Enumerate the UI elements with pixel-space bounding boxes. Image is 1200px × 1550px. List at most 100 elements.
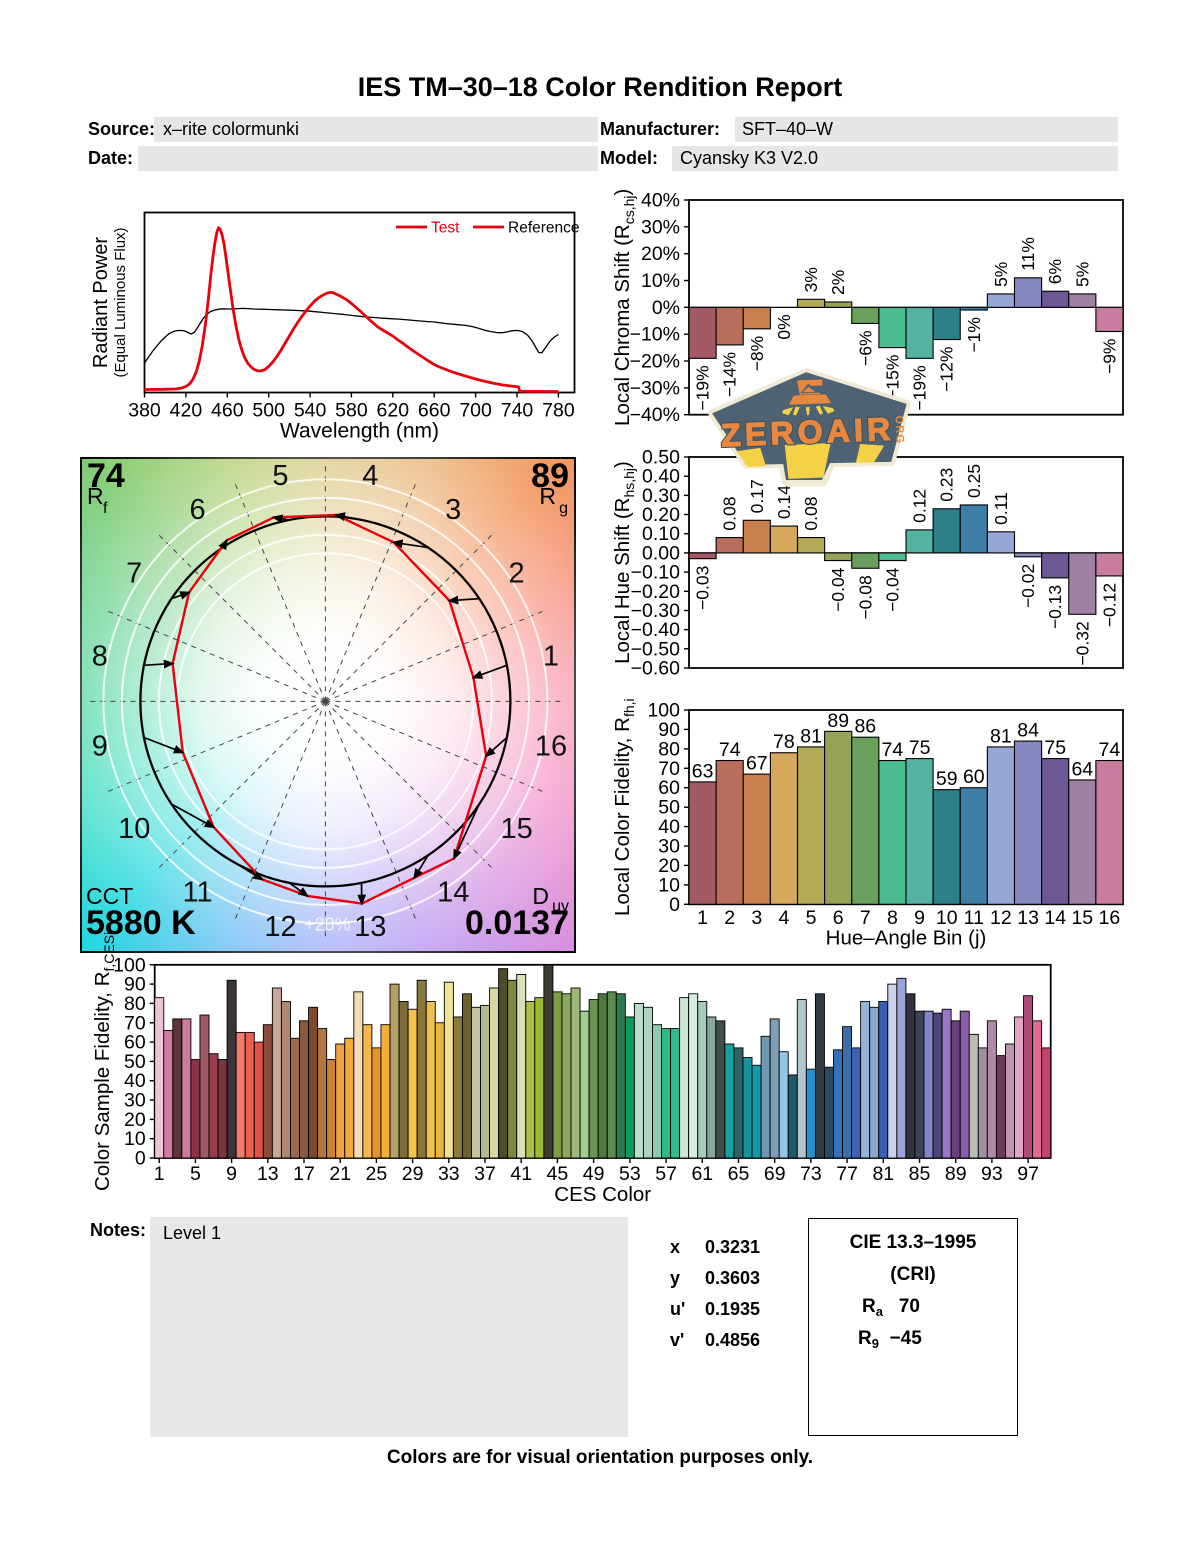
svg-text:0.20: 0.20: [642, 504, 680, 526]
svg-text:15: 15: [1071, 907, 1093, 929]
svg-text:0.10: 0.10: [642, 523, 680, 545]
svg-text:57: 57: [655, 1163, 677, 1185]
svg-text:77: 77: [836, 1163, 858, 1185]
svg-text:ZEROAIR: ZEROAIR: [721, 411, 892, 453]
svg-text:−0.30: −0.30: [631, 600, 680, 622]
svg-text:−20%: −20%: [630, 351, 680, 373]
svg-text:20%: 20%: [641, 243, 680, 265]
svg-text:67: 67: [746, 753, 768, 775]
svg-text:74: 74: [87, 457, 125, 495]
svg-text:13: 13: [354, 911, 386, 943]
svg-text:−10%: −10%: [630, 324, 680, 346]
svg-text:50: 50: [124, 1051, 146, 1073]
svg-text:0.17: 0.17: [747, 479, 767, 513]
svg-text:620: 620: [377, 400, 410, 422]
svg-text:6: 6: [833, 907, 844, 929]
svg-text:0.08: 0.08: [801, 496, 821, 530]
svg-text:5: 5: [806, 907, 817, 929]
svg-text:84: 84: [1017, 720, 1039, 742]
svg-text:74: 74: [1099, 739, 1121, 761]
svg-text:97: 97: [1017, 1163, 1039, 1185]
svg-text:Local Hue Shift (Rhs,hj): Local Hue Shift (Rhs,hj): [611, 461, 637, 664]
svg-text:60: 60: [963, 766, 985, 788]
svg-text:7: 7: [126, 558, 142, 590]
svg-text:−8%: −8%: [747, 336, 767, 372]
svg-text:74: 74: [882, 739, 904, 761]
svg-text:10: 10: [124, 1128, 146, 1150]
svg-text:740: 740: [501, 400, 534, 422]
svg-text:0.0137: 0.0137: [465, 904, 569, 942]
svg-text:−40%: −40%: [630, 404, 680, 426]
svg-text:90: 90: [124, 974, 146, 996]
svg-text:100: 100: [647, 700, 680, 722]
svg-text:16: 16: [1099, 907, 1121, 929]
svg-text:−1%: −1%: [964, 317, 984, 353]
svg-text:78: 78: [773, 731, 795, 753]
svg-text:3%: 3%: [801, 267, 821, 292]
svg-text:9: 9: [92, 730, 108, 762]
svg-text:3: 3: [445, 494, 461, 526]
svg-text:0.12: 0.12: [910, 489, 930, 523]
svg-text:4: 4: [362, 460, 378, 492]
svg-text:500: 500: [252, 400, 285, 422]
svg-text:−0.08: −0.08: [855, 575, 875, 619]
svg-text:5: 5: [190, 1163, 201, 1185]
svg-text:20: 20: [658, 855, 680, 877]
svg-text:0: 0: [135, 1148, 146, 1170]
svg-text:1: 1: [697, 907, 708, 929]
svg-text:660: 660: [418, 400, 451, 422]
svg-text:0.00: 0.00: [642, 542, 680, 564]
svg-text:8: 8: [887, 907, 898, 929]
svg-text:4: 4: [778, 907, 789, 929]
svg-text:−0.50: −0.50: [631, 638, 680, 660]
svg-text:81: 81: [872, 1163, 894, 1185]
svg-text:−19%: −19%: [910, 365, 930, 410]
svg-text:−15%: −15%: [882, 355, 902, 400]
svg-text:−0.12: −0.12: [1099, 583, 1119, 627]
svg-text:13: 13: [257, 1163, 279, 1185]
svg-text:37: 37: [474, 1163, 496, 1185]
svg-text:93: 93: [981, 1163, 1003, 1185]
svg-text:11: 11: [183, 877, 213, 909]
svg-text:ORG: ORG: [893, 415, 906, 444]
svg-text:420: 420: [170, 400, 203, 422]
svg-text:15: 15: [500, 813, 532, 845]
svg-text:60: 60: [124, 1032, 146, 1054]
svg-text:80: 80: [124, 993, 146, 1015]
svg-text:25: 25: [366, 1163, 388, 1185]
svg-text:30: 30: [124, 1090, 146, 1112]
svg-text:29: 29: [402, 1163, 424, 1185]
svg-text:−0.03: −0.03: [693, 566, 713, 610]
svg-text:7: 7: [860, 907, 871, 929]
svg-text:60: 60: [658, 777, 680, 799]
svg-text:Reference: Reference: [508, 220, 580, 237]
svg-text:(Equal Luminous Flux): (Equal Luminous Flux): [112, 227, 129, 377]
svg-text:40: 40: [124, 1070, 146, 1092]
svg-text:81: 81: [800, 725, 822, 747]
svg-text:63: 63: [692, 760, 714, 782]
svg-text:−0.04: −0.04: [882, 567, 902, 612]
svg-text:380: 380: [128, 400, 161, 422]
svg-text:uv: uv: [552, 898, 569, 915]
svg-text:100: 100: [113, 954, 146, 976]
svg-text:11: 11: [964, 907, 984, 929]
svg-text:Test: Test: [431, 220, 460, 237]
svg-text:g: g: [559, 500, 568, 517]
svg-text:0.23: 0.23: [937, 468, 957, 502]
svg-text:CCT: CCT: [86, 883, 133, 909]
svg-text:Color Sample Fidelity, Rf,CESi: Color Sample Fidelity, Rf,CESi: [91, 932, 117, 1191]
svg-text:−0.20: −0.20: [631, 581, 680, 603]
svg-text:11%: 11%: [1018, 237, 1038, 271]
svg-text:−0.10: −0.10: [631, 562, 680, 584]
svg-text:21: 21: [329, 1163, 351, 1185]
svg-text:6: 6: [190, 494, 206, 526]
svg-text:−0.32: −0.32: [1072, 621, 1092, 665]
svg-text:2%: 2%: [828, 270, 848, 295]
svg-text:80: 80: [658, 738, 680, 760]
svg-text:89: 89: [827, 710, 849, 732]
svg-text:90: 90: [658, 719, 680, 741]
svg-text:−0.60: −0.60: [631, 658, 680, 680]
svg-text:10: 10: [118, 813, 150, 845]
svg-text:−19%: −19%: [693, 365, 713, 410]
svg-text:89: 89: [531, 457, 569, 495]
